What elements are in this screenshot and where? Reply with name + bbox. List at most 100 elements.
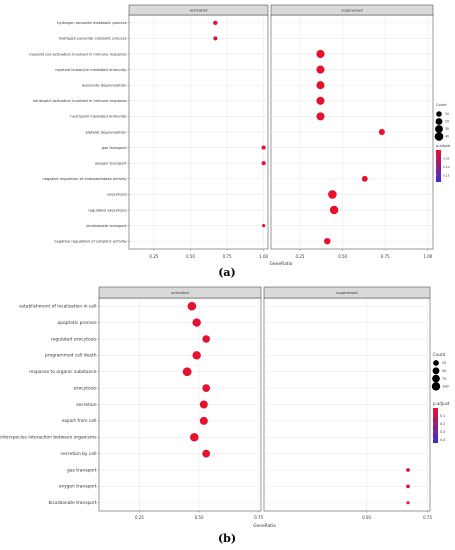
chart-panel-b: 0.25 0.50 0.75 activated 0.50 0.75 suppressed e… — [0, 286, 450, 545]
colorbar — [436, 150, 441, 182]
data-point — [182, 367, 192, 377]
data-point — [316, 81, 325, 90]
colorbar-tick-label: 0.3 — [440, 430, 445, 434]
y-tick-label: platelet degranulation — [86, 130, 128, 134]
colorbar-tick-label: 0.1 — [440, 414, 445, 418]
count-legend-label: 30 — [445, 127, 449, 131]
y-tick-label: oxygen transport — [95, 162, 127, 166]
x-tick-label: 0.50 — [338, 254, 347, 259]
y-tick-label: regulated exocytosis — [51, 336, 97, 342]
data-point — [324, 237, 331, 245]
data-point — [199, 400, 208, 409]
data-point — [190, 432, 199, 442]
count-legend-dot — [431, 382, 441, 391]
data-point — [192, 351, 201, 360]
facet-suppressed: 0.25 0.50 0.75 1.00 suppressed — [270, 4, 434, 259]
count-legend: Count 25 50 75 100 — [431, 352, 449, 391]
y-tick-label: exocytosis — [74, 385, 98, 391]
count-legend-dot — [433, 360, 439, 366]
count-legend-dot — [432, 367, 440, 375]
x-tick-label: 0.50 — [186, 254, 195, 259]
facet-strip — [98, 286, 262, 299]
y-tick-label: myeloid cell activation involved in immu… — [29, 52, 127, 56]
data-point — [261, 161, 266, 166]
y-tick-label: hydrogen peroxide catabolic process — [59, 37, 127, 41]
facet-strip — [263, 286, 431, 299]
facet-strip — [128, 4, 269, 16]
p-adjust-legend-title: p.adjust — [436, 144, 451, 148]
y-tick-label: neutrophil activation involved in immune… — [33, 99, 128, 103]
x-tick-label: 0.25 — [296, 254, 305, 259]
y-tick-label: export from cell — [62, 418, 97, 424]
data-point — [406, 501, 410, 505]
colorbar — [433, 408, 438, 443]
y-tick-label: negative regulation of endopeptidase act… — [42, 177, 127, 181]
y-tick-label: regulated exocytosis — [88, 208, 126, 212]
data-point — [261, 145, 266, 150]
data-point — [202, 449, 211, 458]
y-tick-label: response to organic substance — [29, 369, 97, 375]
data-point — [192, 318, 201, 327]
data-point — [378, 128, 385, 136]
x-tick-label: 0.25 — [135, 515, 144, 520]
p-adjust-legend-title: p.adjust — [433, 401, 450, 406]
y-tick-label: negative regulation of catalytic activit… — [54, 240, 127, 244]
facet-strip-label: suppressed — [341, 7, 363, 12]
facet-strip-label: activated — [171, 290, 189, 295]
y-tick-label: myeloid leukocyte mediated immunity — [55, 68, 127, 72]
facet-suppressed: 0.50 0.75 suppressed — [263, 286, 432, 520]
x-tick-label: 0.75 — [254, 515, 263, 520]
colorbar-tick-label: 0.15 — [443, 173, 450, 177]
count-legend-title: Count — [433, 352, 446, 357]
count-legend-label: 100 — [442, 385, 449, 389]
colorbar-tick-label: 0.4 — [440, 438, 445, 442]
count-legend-label: 25 — [442, 361, 446, 365]
y-tick-label: bicarbonate transport — [49, 500, 97, 506]
y-tick-label: interspecies interaction between organis… — [0, 435, 97, 441]
x-tick-label: 0.75 — [381, 254, 390, 259]
count-legend-label: 40 — [445, 135, 449, 139]
y-tick-label: neutrophil mediated immunity — [70, 115, 127, 119]
x-tick-label: 1.00 — [259, 254, 268, 259]
data-point — [316, 96, 325, 105]
data-point — [329, 205, 339, 215]
y-tick-label: secretion by cell — [61, 451, 97, 457]
count-legend-title: Count — [436, 103, 447, 107]
data-point — [199, 416, 208, 425]
data-point — [213, 20, 218, 26]
facet-strip — [270, 4, 434, 16]
y-tick-label: hydrogen peroxide metabolic process — [57, 21, 127, 25]
count-legend-label: 10 — [445, 112, 449, 116]
data-point — [202, 384, 211, 392]
count-legend-dot — [434, 132, 444, 141]
y-tick-label: secretion — [76, 402, 96, 408]
data-point — [361, 175, 368, 182]
count-legend-label: 50 — [442, 369, 446, 373]
data-point — [213, 36, 218, 41]
facet-activated: 0.25 0.50 0.75 1.00 activated — [128, 4, 269, 259]
y-tick-label: oxygen transport — [59, 484, 97, 490]
x-tick-label: 0.50 — [362, 515, 371, 520]
y-tick-label: gas transport — [102, 146, 127, 150]
y-tick-label: exocytosis — [107, 193, 126, 197]
x-tick-label: 1.00 — [423, 254, 432, 259]
colorbar-tick-label: 0.10 — [443, 165, 450, 169]
facet-strip-label: activated — [190, 7, 208, 12]
x-tick-label: 0.75 — [223, 254, 232, 259]
colorbar-tick-label: 0.05 — [443, 157, 450, 161]
p-adjust-legend: p.adjust 0.05 0.10 0.15 — [436, 144, 451, 182]
count-legend-dot — [435, 118, 443, 125]
p-adjust-legend: p.adjust 0.1 0.2 0.3 0.4 — [433, 401, 450, 443]
count-legend-label: 75 — [442, 377, 446, 381]
data-point — [328, 190, 337, 199]
data-point — [316, 112, 325, 121]
y-tick-label: establishment of localization in cell — [19, 303, 96, 309]
count-legend-dot — [436, 111, 442, 117]
x-tick-label: 0.50 — [195, 515, 204, 520]
data-point — [316, 65, 325, 74]
x-axis-title: GeneRatio — [253, 523, 276, 529]
y-tick-label: gas transport — [67, 467, 97, 473]
colorbar-tick-label: 0.2 — [440, 422, 445, 426]
count-legend-dot — [435, 125, 443, 133]
